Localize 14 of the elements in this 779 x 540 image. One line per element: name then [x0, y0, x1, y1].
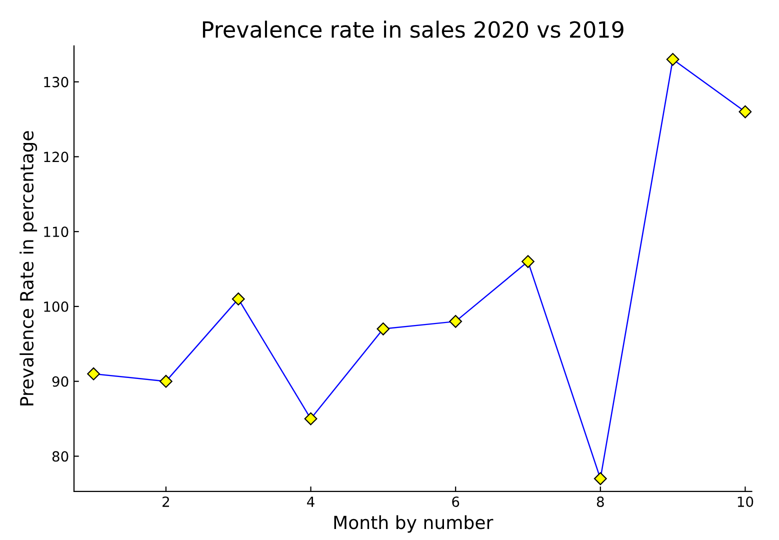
y-axis-title: Prevalence Rate in percentage — [20, 131, 38, 406]
x-tick-label: 6 — [452, 496, 460, 508]
x-tick-label: 8 — [596, 496, 604, 508]
y-tick-label: 120 — [44, 152, 68, 162]
y-tick-label: 100 — [44, 301, 68, 312]
y-tick-label: 80 — [52, 451, 68, 462]
y-tick-label: 90 — [52, 376, 68, 387]
x-axis-title: Month by number — [334, 515, 494, 533]
y-tick-label: 130 — [44, 76, 68, 88]
chart-title: Prevalence rate in sales 2020 vs 2019 — [202, 20, 624, 38]
x-tick-label: 4 — [307, 496, 314, 507]
x-tick-label: 10 — [738, 496, 754, 508]
y-tick-label: 110 — [44, 226, 68, 238]
x-tick-label: 2 — [162, 496, 169, 507]
